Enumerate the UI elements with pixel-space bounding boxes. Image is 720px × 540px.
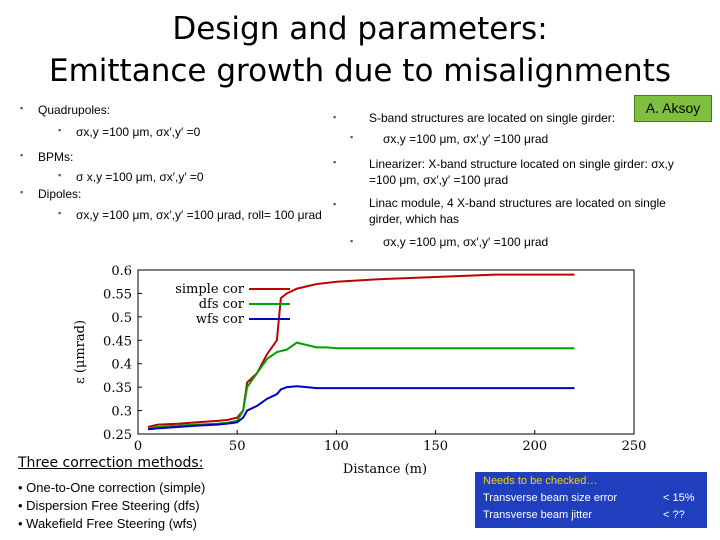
bpm-label: BPMs: bbox=[38, 150, 74, 164]
series-line-wfs-cor bbox=[147, 385, 575, 431]
slide-title: Design and parameters: Emittance growth … bbox=[0, 8, 720, 92]
title-line-2: Emittance growth due to misalignments bbox=[49, 53, 671, 89]
jitter-label: Transverse beam jitter bbox=[483, 509, 593, 521]
x-tick-label: 250 bbox=[622, 439, 647, 454]
bullet-dot: ▪ bbox=[350, 236, 354, 246]
y-tick-label: 0.6 bbox=[111, 264, 132, 279]
linearizer-line2: =100 μm, σx′,y′ =100 μrad bbox=[369, 173, 509, 187]
jitter-value: < ?? bbox=[663, 509, 685, 521]
series-line-dfs-cor bbox=[147, 341, 575, 430]
bullet-dot: ▪ bbox=[58, 208, 62, 218]
linac-sub: σx,y =100 μm, σx′,y′ =100 μrad bbox=[383, 235, 549, 249]
quad-sub: σx,y =100 μm, σx′,y′ =0 bbox=[76, 125, 201, 139]
size-error-label: Transverse beam size error bbox=[483, 492, 618, 504]
bullet-dot: ▪ bbox=[58, 125, 62, 135]
bullet-dot: ▪ bbox=[333, 112, 337, 122]
y-tick-label: 0.4 bbox=[111, 358, 132, 373]
legend-label: dfs cor bbox=[199, 297, 245, 312]
x-tick-label: 0 bbox=[134, 439, 142, 454]
y-tick-label: 0.35 bbox=[103, 381, 132, 396]
bullet-dot: ▪ bbox=[58, 170, 62, 180]
sband-sub: σx,y =100 μm, σx′,y′ =100 μrad bbox=[383, 132, 549, 146]
bullet-dot: ▪ bbox=[333, 199, 337, 209]
notes-heading: Needs to be checked… bbox=[483, 475, 598, 487]
series-line-simple-cor bbox=[147, 273, 575, 428]
author-badge: A. Aksoy bbox=[634, 95, 712, 122]
y-tick-label: 0.3 bbox=[111, 405, 132, 420]
methods-title: Three correction methods: bbox=[18, 455, 204, 471]
size-error-value: < 15% bbox=[663, 492, 695, 504]
dip-label: Dipoles: bbox=[38, 187, 82, 201]
bullet-dot: ▪ bbox=[20, 103, 24, 113]
bullet-dot: ▪ bbox=[350, 132, 354, 142]
y-tick-label: 0.25 bbox=[103, 428, 132, 443]
x-tick-label: 200 bbox=[522, 439, 547, 454]
notes-box: Needs to be checked… Transverse beam siz… bbox=[475, 472, 707, 528]
bpm-sub: σ x,y =100 μm, σx′,y′ =0 bbox=[76, 170, 204, 184]
linac-line2: girder, which has bbox=[369, 212, 460, 226]
bullet-dot: ▪ bbox=[20, 187, 24, 197]
y-axis-label: ε (μmrad) bbox=[73, 320, 88, 384]
legend-label: simple cor bbox=[175, 282, 245, 297]
y-tick-label: 0.5 bbox=[111, 311, 132, 326]
x-tick-label: 50 bbox=[229, 439, 246, 454]
plot-frame bbox=[137, 269, 635, 435]
x-tick-label: 100 bbox=[324, 439, 349, 454]
linearizer-line1: Linearizer: X-band structure located on … bbox=[369, 157, 674, 171]
bullet-dot: ▪ bbox=[20, 150, 24, 160]
y-tick-label: 0.55 bbox=[103, 287, 132, 302]
sband-text: S-band structures are located on single … bbox=[369, 111, 616, 125]
dip-sub: σx,y =100 μm, σx′,y′ =100 μrad, roll= 10… bbox=[76, 208, 322, 222]
legend-label: wfs cor bbox=[196, 312, 245, 327]
y-tick-label: 0.45 bbox=[103, 334, 132, 349]
bullet-dot: ▪ bbox=[333, 157, 337, 167]
method-simple: • One-to-One correction (simple) bbox=[18, 480, 206, 495]
method-wfs: • Wakefield Free Steering (wfs) bbox=[18, 516, 197, 531]
method-dfs: • Dispersion Free Steering (dfs) bbox=[18, 498, 200, 513]
x-axis-label: Distance (m) bbox=[343, 462, 427, 477]
x-tick-label: 150 bbox=[423, 439, 448, 454]
linac-line1: Linac module, 4 X-band structures are lo… bbox=[369, 196, 666, 210]
quad-label: Quadrupoles: bbox=[38, 103, 111, 117]
title-line-1: Design and parameters: bbox=[172, 11, 548, 47]
